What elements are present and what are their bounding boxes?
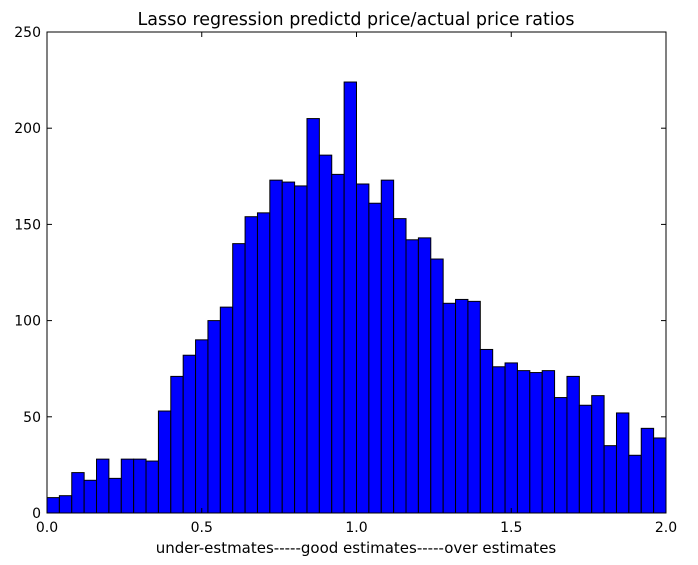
histogram-bar: [318, 154, 333, 514]
histogram-bar: [356, 183, 370, 514]
histogram-bar: [393, 218, 407, 514]
histogram-bar: [640, 427, 655, 514]
histogram-bar: [182, 354, 197, 514]
histogram-bar: [294, 185, 308, 514]
x-tick-label: 0.5: [191, 520, 213, 536]
y-tick-label: 100: [14, 314, 41, 330]
x-tick-label: 2.0: [655, 520, 677, 536]
histogram-bar: [504, 362, 518, 514]
histogram-bar: [479, 348, 494, 514]
histogram-bar: [603, 445, 617, 514]
histogram-bar: [83, 479, 98, 514]
histogram-bar: [368, 202, 382, 514]
histogram-bar: [58, 495, 73, 514]
histogram-bar: [207, 320, 221, 514]
histogram-bar: [133, 458, 147, 514]
histogram-bar: [492, 366, 506, 514]
histogram-bar: [467, 300, 481, 514]
bars-group: [46, 81, 667, 514]
histogram-bar: [145, 460, 159, 514]
histogram-bar: [306, 118, 320, 514]
histogram-bar: [615, 412, 630, 514]
histogram-bar: [430, 258, 444, 514]
histogram-bar: [108, 477, 122, 514]
y-tick-label: 50: [23, 410, 41, 426]
histogram-bar: [281, 181, 296, 514]
ticks-group: 0.0 0.5 1.0 1.5 2.0 0 50 100 150 200 250: [14, 25, 677, 536]
histogram-bar: [541, 370, 556, 514]
histogram-bar: [120, 458, 135, 514]
histogram-bar: [578, 404, 593, 514]
histogram-bar: [269, 179, 283, 514]
histogram-bar: [405, 239, 419, 514]
histogram-bar: [256, 212, 271, 514]
x-tick-label: 1.0: [345, 520, 367, 536]
histogram-bar: [195, 339, 209, 514]
histogram-bar: [157, 410, 172, 514]
histogram-bar: [96, 458, 110, 514]
y-tick-label: 200: [14, 121, 41, 137]
y-tick-label: 0: [32, 506, 41, 522]
histogram-bar: [591, 395, 605, 514]
histogram-bar: [244, 216, 258, 514]
y-tick-label: 150: [14, 217, 41, 233]
x-tick-label: 1.5: [500, 520, 522, 536]
histogram-bar: [219, 306, 234, 514]
y-tick-label: 250: [14, 25, 41, 41]
histogram-bar: [331, 173, 345, 514]
histogram-bar: [343, 81, 357, 514]
histogram-bar: [232, 243, 246, 514]
histogram-bar: [46, 497, 60, 514]
histogram-bar: [529, 372, 543, 514]
histogram-bar: [628, 454, 642, 514]
histogram-bar: [554, 397, 568, 514]
histogram-bar: [455, 298, 469, 514]
x-axis-label: under-estmates-----good estimates-----ov…: [156, 539, 557, 557]
histogram-bar: [653, 437, 667, 514]
histogram-bar: [71, 472, 85, 514]
histogram-bar: [516, 370, 531, 514]
histogram-bar: [417, 237, 432, 514]
histogram-bar: [566, 375, 580, 514]
histogram-bar: [380, 179, 395, 514]
chart-title: Lasso regression predictd price/actual p…: [138, 10, 575, 30]
histogram-bar: [170, 375, 184, 514]
histogram-bar: [442, 302, 457, 514]
x-tick-label: 0.0: [36, 520, 58, 536]
